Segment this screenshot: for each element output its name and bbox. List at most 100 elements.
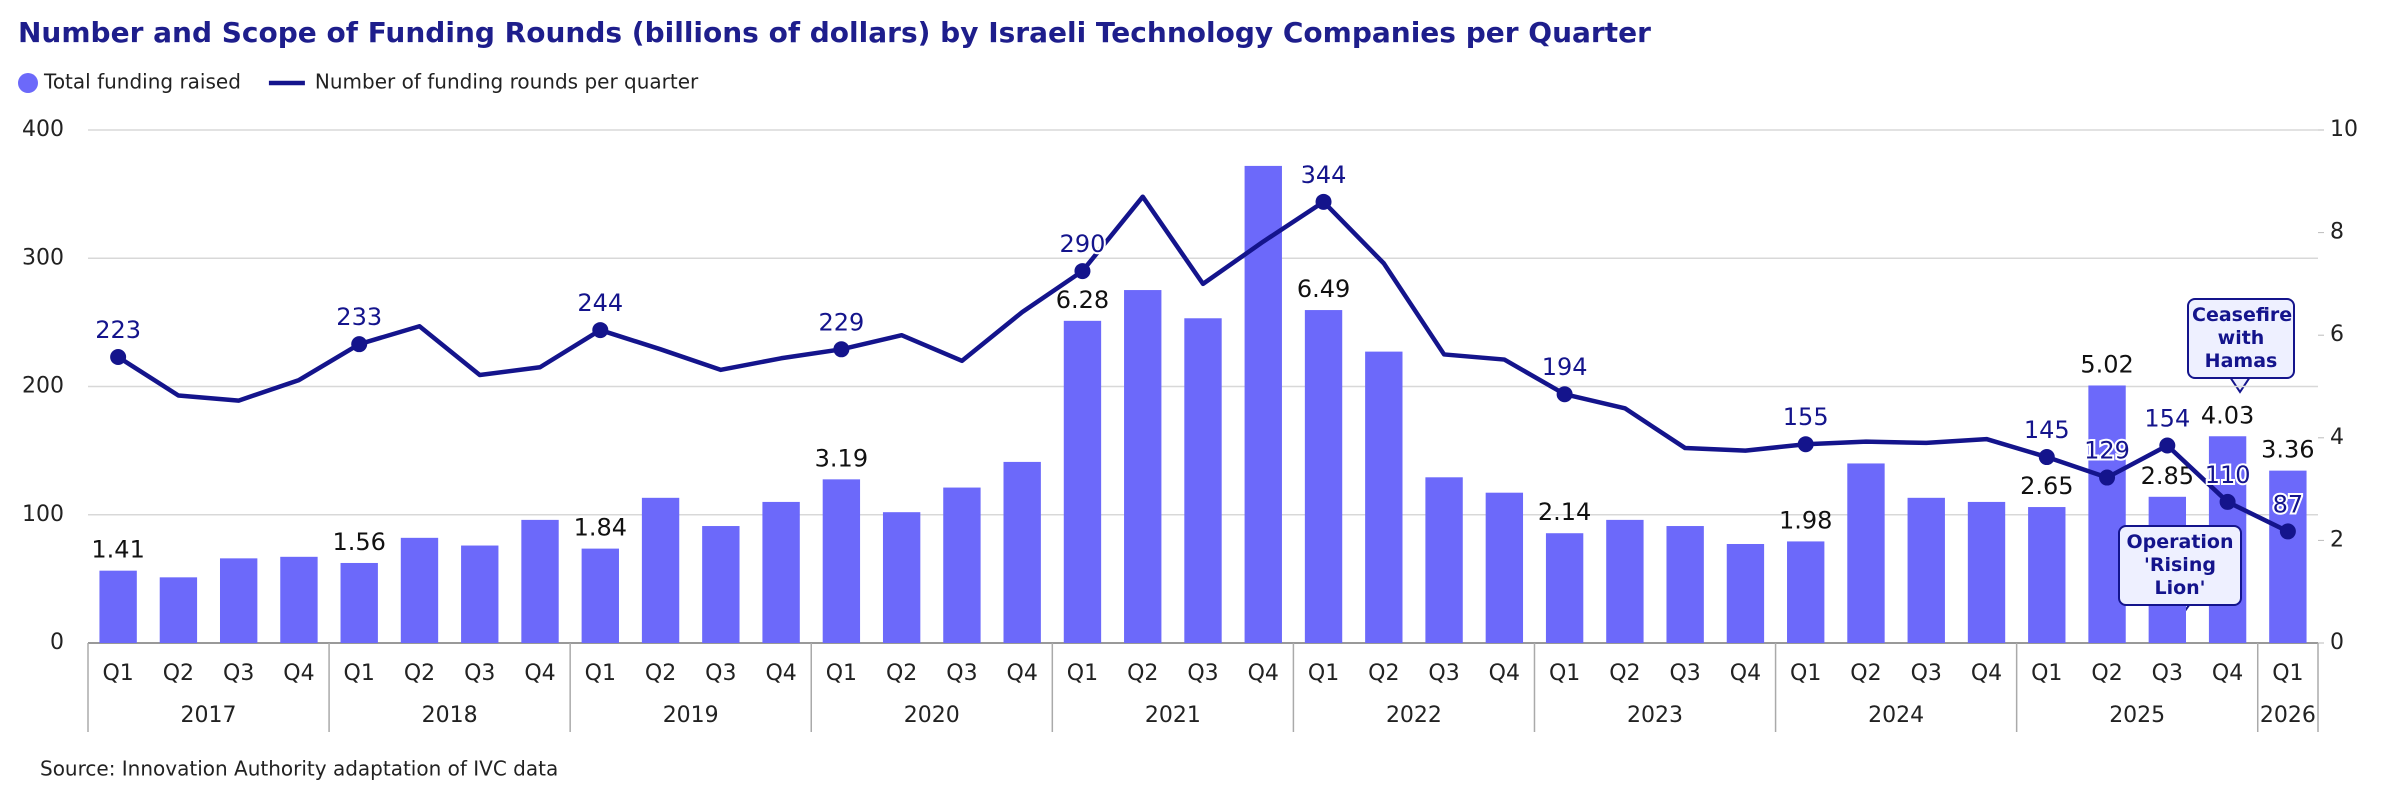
group-label: 2021: [1145, 703, 1201, 728]
bar-value-label: 1.84: [574, 514, 627, 542]
group-label: 2018: [422, 703, 478, 728]
bar: [159, 577, 198, 643]
bar: [1003, 461, 1041, 643]
bar-value-label: 6.28: [1056, 286, 1109, 314]
line-point: [110, 349, 127, 366]
line-point: [592, 322, 609, 339]
y2-tick-label: 2: [2330, 527, 2344, 552]
y2-tick-label: 6: [2330, 322, 2344, 347]
group-label: 2024: [1868, 703, 1924, 728]
line-point: [2219, 493, 2236, 510]
x-tick-label: Q3: [946, 661, 977, 686]
x-tick-label: Q3: [1428, 661, 1459, 686]
group-label: 2020: [904, 703, 960, 728]
line-point: [351, 336, 368, 353]
y-tick-label: 200: [22, 374, 64, 399]
bar: [280, 556, 318, 643]
bar-value-label: 2.65: [2020, 472, 2073, 500]
bar-value-label: 3.19: [815, 444, 868, 472]
line-value-label: 244: [577, 289, 623, 317]
bar: [702, 526, 740, 643]
x-tick-label: Q2: [886, 661, 917, 686]
bar-value-label: 2.14: [1538, 498, 1591, 526]
group-label: 2017: [181, 703, 237, 728]
x-tick-label: Q1: [1549, 661, 1580, 686]
x-tick-label: Q2: [1609, 661, 1640, 686]
x-tick-label: Q2: [404, 661, 435, 686]
x-tick-label: Q4: [1007, 661, 1038, 686]
x-tick-label: Q2: [1850, 661, 1881, 686]
bar-value-label: 6.49: [1297, 275, 1350, 303]
line-point: [2159, 437, 2176, 454]
bar: [521, 519, 559, 643]
bar-value-label: 1.41: [91, 536, 144, 564]
group-label: 2025: [2109, 703, 2165, 728]
line: [116, 194, 2289, 534]
bar-value-label: 5.02: [2080, 350, 2133, 378]
x-tick-label: Q1: [1790, 661, 1821, 686]
bar: [2088, 385, 2126, 643]
line-value-label: 110: [2205, 461, 2251, 489]
x-tick-label: Q1: [826, 661, 857, 686]
group-label: 2023: [1627, 703, 1683, 728]
x-tick-label: Q3: [1911, 661, 1942, 686]
bar: [1606, 519, 1644, 643]
group-label: 2026: [2260, 703, 2316, 728]
bar: [219, 558, 258, 643]
line-point: [2099, 469, 2116, 486]
x-tick-label: Q4: [524, 661, 555, 686]
line-point: [1074, 263, 1091, 280]
x-tick-label: Q3: [2152, 661, 2183, 686]
legend-label: Number of funding rounds per quarter: [315, 70, 699, 94]
line-value-label: 145: [2024, 416, 2070, 444]
y-tick-label: 400: [22, 117, 64, 142]
x-tick-label: Q3: [464, 661, 495, 686]
line-value-label: 344: [1301, 161, 1347, 189]
line-value-label: 290: [1060, 230, 1106, 258]
x-tick-label: Q4: [1971, 661, 2002, 686]
legend-marker: [18, 73, 38, 93]
source-note: Source: Innovation Authority adaptation …: [40, 757, 558, 781]
line-value-label: 229: [818, 308, 864, 336]
bar-value-label: 3.36: [2261, 436, 2314, 464]
x-tick-label: Q3: [1669, 661, 1700, 686]
bar: [762, 501, 800, 643]
chart-title: Number and Scope of Funding Rounds (bill…: [18, 16, 1651, 49]
bar: [2269, 470, 2307, 643]
line-value-label: 155: [1783, 403, 1829, 431]
bar: [1666, 526, 1704, 643]
bar: [1787, 541, 1825, 643]
x-tick-label: Q2: [1127, 661, 1158, 686]
x-tick-label: Q2: [163, 661, 194, 686]
bar: [461, 545, 499, 643]
line-point: [1315, 193, 1332, 210]
bar-value-label: 4.03: [2201, 401, 2254, 429]
group-label: 2022: [1386, 703, 1442, 728]
bar-value-label: 2.85: [2141, 462, 2194, 490]
line-value-label: 87: [2273, 490, 2304, 518]
line-value-label: 194: [1542, 353, 1588, 381]
bar: [1545, 533, 1584, 643]
y-tick-label: 100: [22, 502, 64, 527]
bar: [1124, 290, 1162, 643]
bar: [1304, 310, 1343, 643]
annotation: Operation 'Rising Lion': [2118, 525, 2242, 606]
x-tick-label: Q4: [2212, 661, 2243, 686]
y-tick-label: 0: [50, 630, 64, 655]
x-tick-label: Q2: [1368, 661, 1399, 686]
bar: [1726, 543, 1765, 643]
line-value-label: 223: [95, 316, 141, 344]
x-tick-label: Q1: [1308, 661, 1339, 686]
line-point: [1797, 436, 1814, 453]
x-tick-label: Q3: [1187, 661, 1218, 686]
line-value-label: 154: [2144, 404, 2190, 432]
bar: [400, 537, 439, 643]
line-point: [2038, 449, 2055, 466]
bar: [1184, 318, 1222, 643]
bar: [340, 562, 378, 643]
bar: [2028, 507, 2066, 643]
bar: [882, 512, 921, 643]
bar: [1425, 477, 1463, 643]
bar: [1244, 165, 1282, 643]
